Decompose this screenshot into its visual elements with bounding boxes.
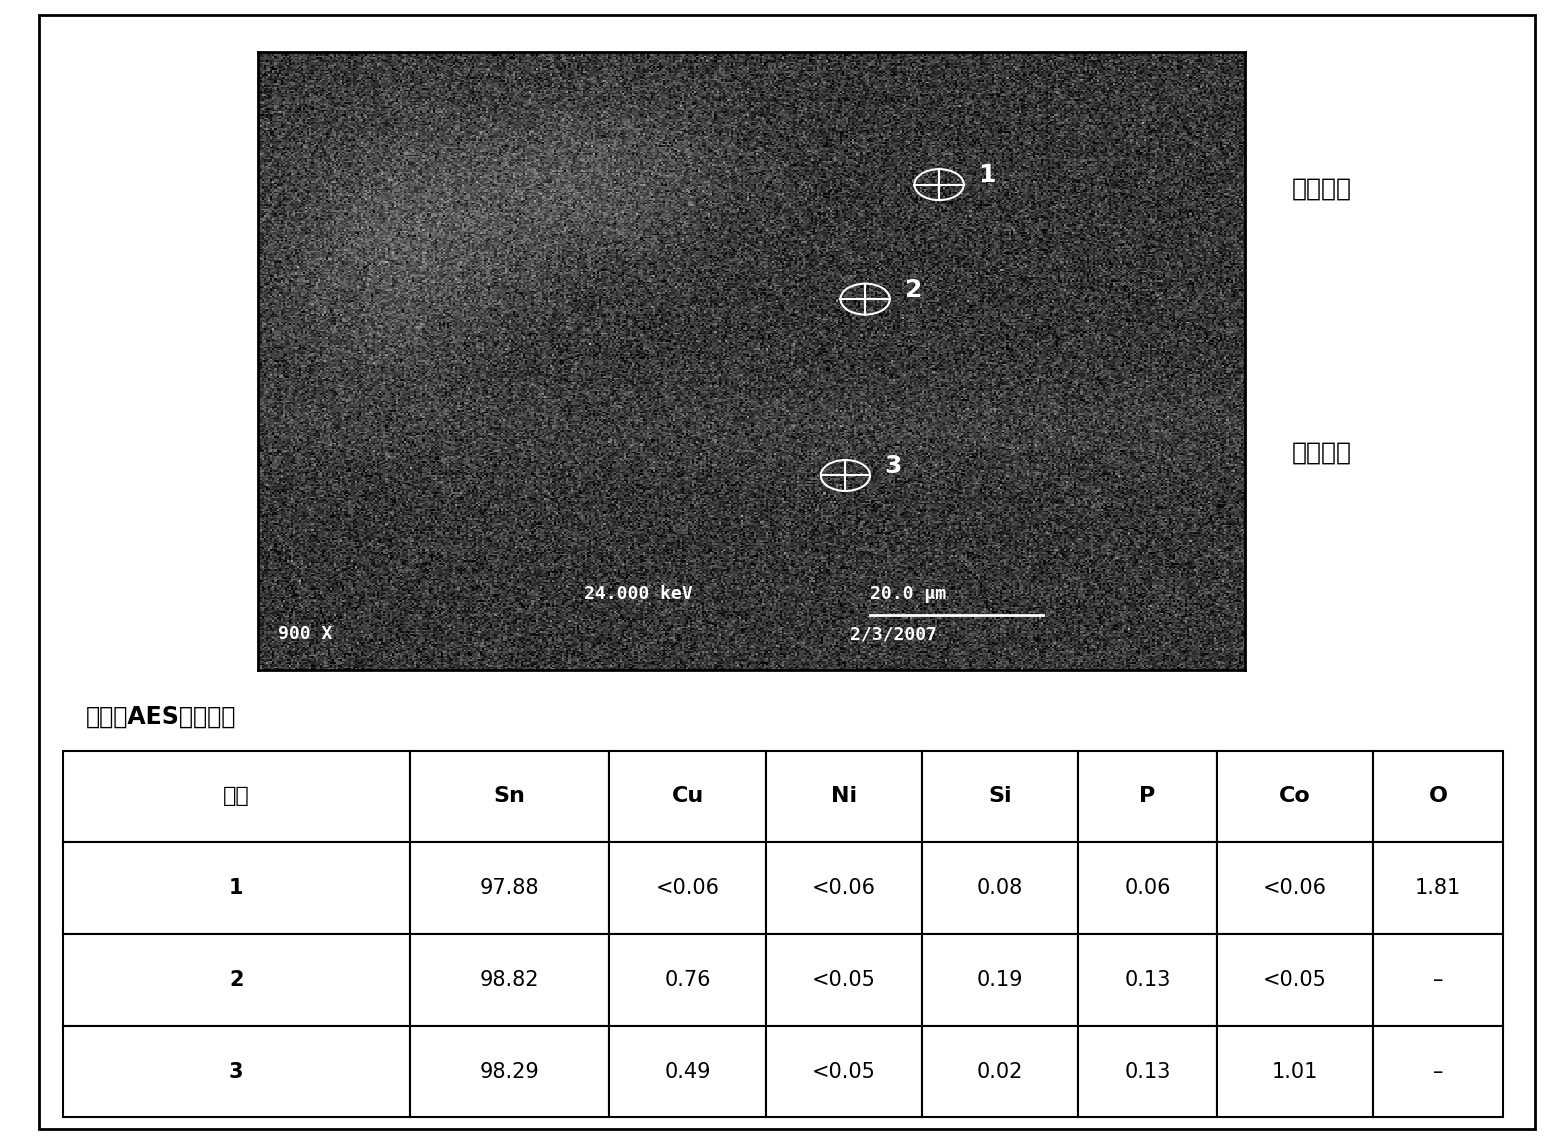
Text: 3: 3 bbox=[885, 454, 902, 478]
Bar bbox=[1077, 1026, 1217, 1117]
Text: 1.01: 1.01 bbox=[1272, 1061, 1319, 1082]
Text: <0.06: <0.06 bbox=[656, 878, 719, 898]
Bar bbox=[1373, 934, 1503, 1026]
Text: 1.81: 1.81 bbox=[1416, 878, 1461, 898]
Bar bbox=[1373, 751, 1503, 842]
Bar bbox=[410, 1026, 609, 1117]
Bar bbox=[63, 934, 410, 1026]
Bar bbox=[63, 842, 410, 934]
Bar bbox=[922, 934, 1077, 1026]
Text: 2/3/2007: 2/3/2007 bbox=[850, 626, 938, 643]
Bar bbox=[410, 751, 609, 842]
Text: 24.000 keV: 24.000 keV bbox=[584, 586, 692, 603]
Text: 元素的AES分析结果: 元素的AES分析结果 bbox=[86, 705, 236, 728]
Text: 20.0 μm: 20.0 μm bbox=[871, 586, 946, 603]
Bar bbox=[609, 1026, 766, 1117]
Text: 0.08: 0.08 bbox=[977, 878, 1023, 898]
Text: Sn: Sn bbox=[493, 786, 526, 807]
Text: 0.13: 0.13 bbox=[1124, 1061, 1171, 1082]
Text: P: P bbox=[1140, 786, 1156, 807]
Text: <0.06: <0.06 bbox=[1264, 878, 1326, 898]
Bar bbox=[922, 842, 1077, 934]
Text: 900 X: 900 X bbox=[279, 626, 332, 643]
Text: 2: 2 bbox=[229, 970, 243, 990]
Bar bbox=[922, 1026, 1077, 1117]
Text: 1: 1 bbox=[229, 878, 243, 898]
Bar bbox=[410, 934, 609, 1026]
Text: <0.05: <0.05 bbox=[811, 1061, 875, 1082]
Text: Cu: Cu bbox=[672, 786, 703, 807]
Text: 0.13: 0.13 bbox=[1124, 970, 1171, 990]
Text: Si: Si bbox=[988, 786, 1012, 807]
Bar bbox=[1077, 751, 1217, 842]
Bar bbox=[63, 1026, 410, 1117]
Bar bbox=[1077, 934, 1217, 1026]
Text: Ni: Ni bbox=[830, 786, 857, 807]
Bar bbox=[766, 842, 922, 934]
Text: 97.88: 97.88 bbox=[479, 878, 539, 898]
Text: –: – bbox=[1433, 1061, 1444, 1082]
Bar bbox=[609, 934, 766, 1026]
Bar bbox=[922, 751, 1077, 842]
Text: 98.29: 98.29 bbox=[479, 1061, 539, 1082]
Bar bbox=[766, 1026, 922, 1117]
Text: <0.05: <0.05 bbox=[811, 970, 875, 990]
Text: 3: 3 bbox=[229, 1061, 243, 1082]
Bar bbox=[1217, 934, 1373, 1026]
Text: 0.19: 0.19 bbox=[977, 970, 1023, 990]
Text: <0.06: <0.06 bbox=[811, 878, 875, 898]
Text: 上部区域: 上部区域 bbox=[1292, 178, 1351, 201]
Text: 0.06: 0.06 bbox=[1124, 878, 1171, 898]
Text: 下部区域: 下部区域 bbox=[1292, 441, 1351, 464]
Text: Co: Co bbox=[1279, 786, 1311, 807]
Text: 0.49: 0.49 bbox=[664, 1061, 711, 1082]
Bar bbox=[410, 842, 609, 934]
Bar bbox=[1217, 1026, 1373, 1117]
Text: –: – bbox=[1433, 970, 1444, 990]
Text: 1: 1 bbox=[979, 164, 996, 187]
Bar bbox=[1077, 842, 1217, 934]
Text: 成分: 成分 bbox=[222, 786, 249, 807]
Bar bbox=[766, 751, 922, 842]
Text: 0.76: 0.76 bbox=[664, 970, 711, 990]
Bar bbox=[609, 842, 766, 934]
Bar bbox=[63, 751, 410, 842]
Bar bbox=[1217, 842, 1373, 934]
Text: 98.82: 98.82 bbox=[479, 970, 539, 990]
Bar bbox=[1373, 1026, 1503, 1117]
Text: O: O bbox=[1428, 786, 1449, 807]
Text: 0.02: 0.02 bbox=[977, 1061, 1023, 1082]
Bar bbox=[1373, 842, 1503, 934]
Text: <0.05: <0.05 bbox=[1264, 970, 1326, 990]
Bar bbox=[766, 934, 922, 1026]
Bar bbox=[1217, 751, 1373, 842]
Text: 2: 2 bbox=[905, 277, 922, 301]
Bar bbox=[609, 751, 766, 842]
